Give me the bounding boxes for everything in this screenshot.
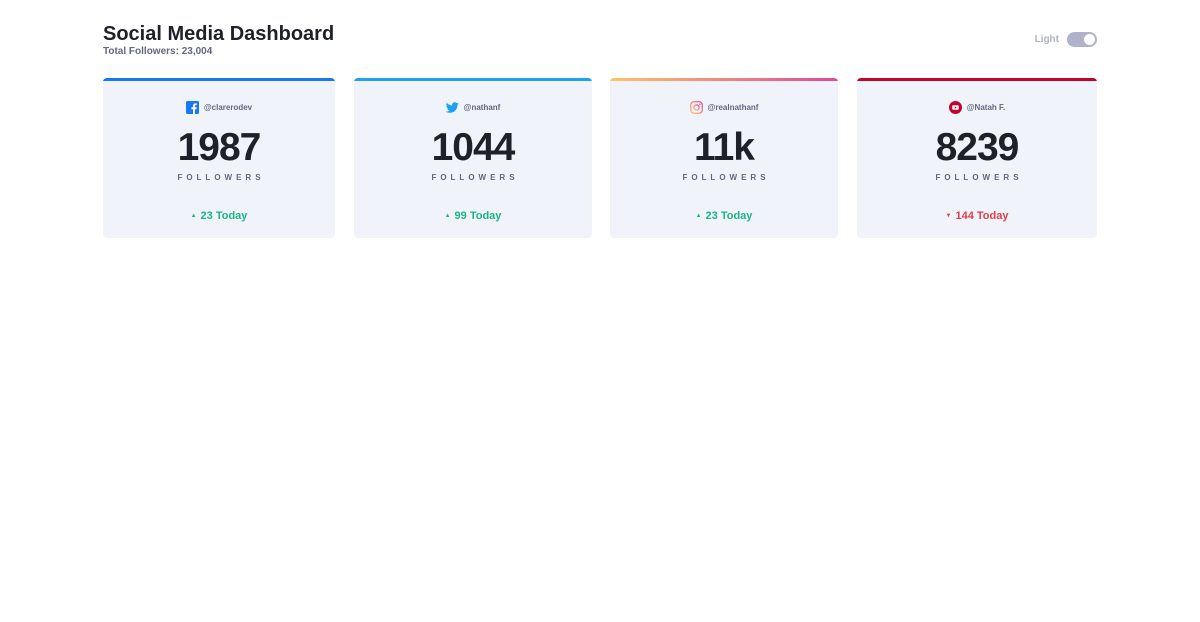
arrow-up-icon: ▲	[444, 213, 451, 219]
card-instagram[interactable]: @realnathanf 11k FOLLOWERS ▲ 23 Today	[610, 78, 838, 238]
today-delta-text: 144 Today	[955, 210, 1009, 222]
card-accent-bar	[354, 78, 592, 81]
card-accent-bar	[857, 78, 1097, 81]
card-handle-row: @nathanf	[354, 100, 592, 114]
card-handle-row: @Natah F.	[857, 100, 1097, 114]
follower-count: 1987	[177, 126, 262, 169]
today-delta: ▼ 144 Today	[857, 210, 1097, 222]
follower-cards: @clarerodev 1987 FOLLOWERS ▲ 23 Today @n…	[103, 78, 1097, 238]
theme-toggle[interactable]: Light	[1035, 32, 1097, 47]
youtube-icon	[948, 100, 962, 114]
follower-unit: FOLLOWERS	[935, 173, 1023, 182]
card-facebook[interactable]: @clarerodev 1987 FOLLOWERS ▲ 23 Today	[103, 78, 335, 238]
header: Social Media Dashboard Total Followers: …	[103, 22, 1097, 62]
follower-unit: FOLLOWERS	[431, 173, 519, 182]
today-delta: ▲ 23 Today	[103, 210, 335, 222]
card-handle: @nathanf	[463, 102, 501, 112]
card-handle: @clarerodev	[203, 102, 253, 112]
today-delta: ▲ 23 Today	[610, 210, 838, 222]
card-handle-row: @clarerodev	[103, 100, 335, 114]
card-handle-row: @realnathanf	[610, 100, 838, 114]
facebook-icon	[185, 100, 199, 114]
arrow-up-icon: ▲	[695, 213, 702, 219]
page-title: Social Media Dashboard	[103, 23, 335, 45]
today-delta-text: 23 Today	[705, 210, 753, 222]
card-twitter[interactable]: @nathanf 1044 FOLLOWERS ▲ 99 Today	[354, 78, 592, 238]
card-handle: @realnathanf	[707, 102, 759, 112]
card-handle: @Natah F.	[966, 102, 1006, 112]
follower-count: 1044	[431, 126, 516, 169]
today-delta-text: 23 Today	[200, 210, 248, 222]
instagram-icon	[689, 100, 703, 114]
card-accent-bar	[610, 78, 838, 81]
arrow-down-icon: ▼	[945, 213, 952, 219]
theme-switch-knob	[1084, 34, 1095, 45]
arrow-up-icon: ▲	[190, 213, 197, 219]
total-followers: Total Followers: 23,004	[103, 46, 213, 57]
card-youtube[interactable]: @Natah F. 8239 FOLLOWERS ▼ 144 Today	[857, 78, 1097, 238]
today-delta-text: 99 Today	[454, 210, 502, 222]
theme-switch[interactable]	[1067, 32, 1097, 47]
twitter-icon	[445, 101, 459, 114]
card-accent-bar	[103, 78, 335, 81]
follower-unit: FOLLOWERS	[177, 173, 265, 182]
follower-count: 11k	[694, 126, 755, 169]
theme-toggle-label: Light	[1034, 34, 1059, 45]
today-delta: ▲ 99 Today	[354, 210, 592, 222]
follower-count: 8239	[935, 126, 1020, 169]
follower-unit: FOLLOWERS	[682, 173, 770, 182]
